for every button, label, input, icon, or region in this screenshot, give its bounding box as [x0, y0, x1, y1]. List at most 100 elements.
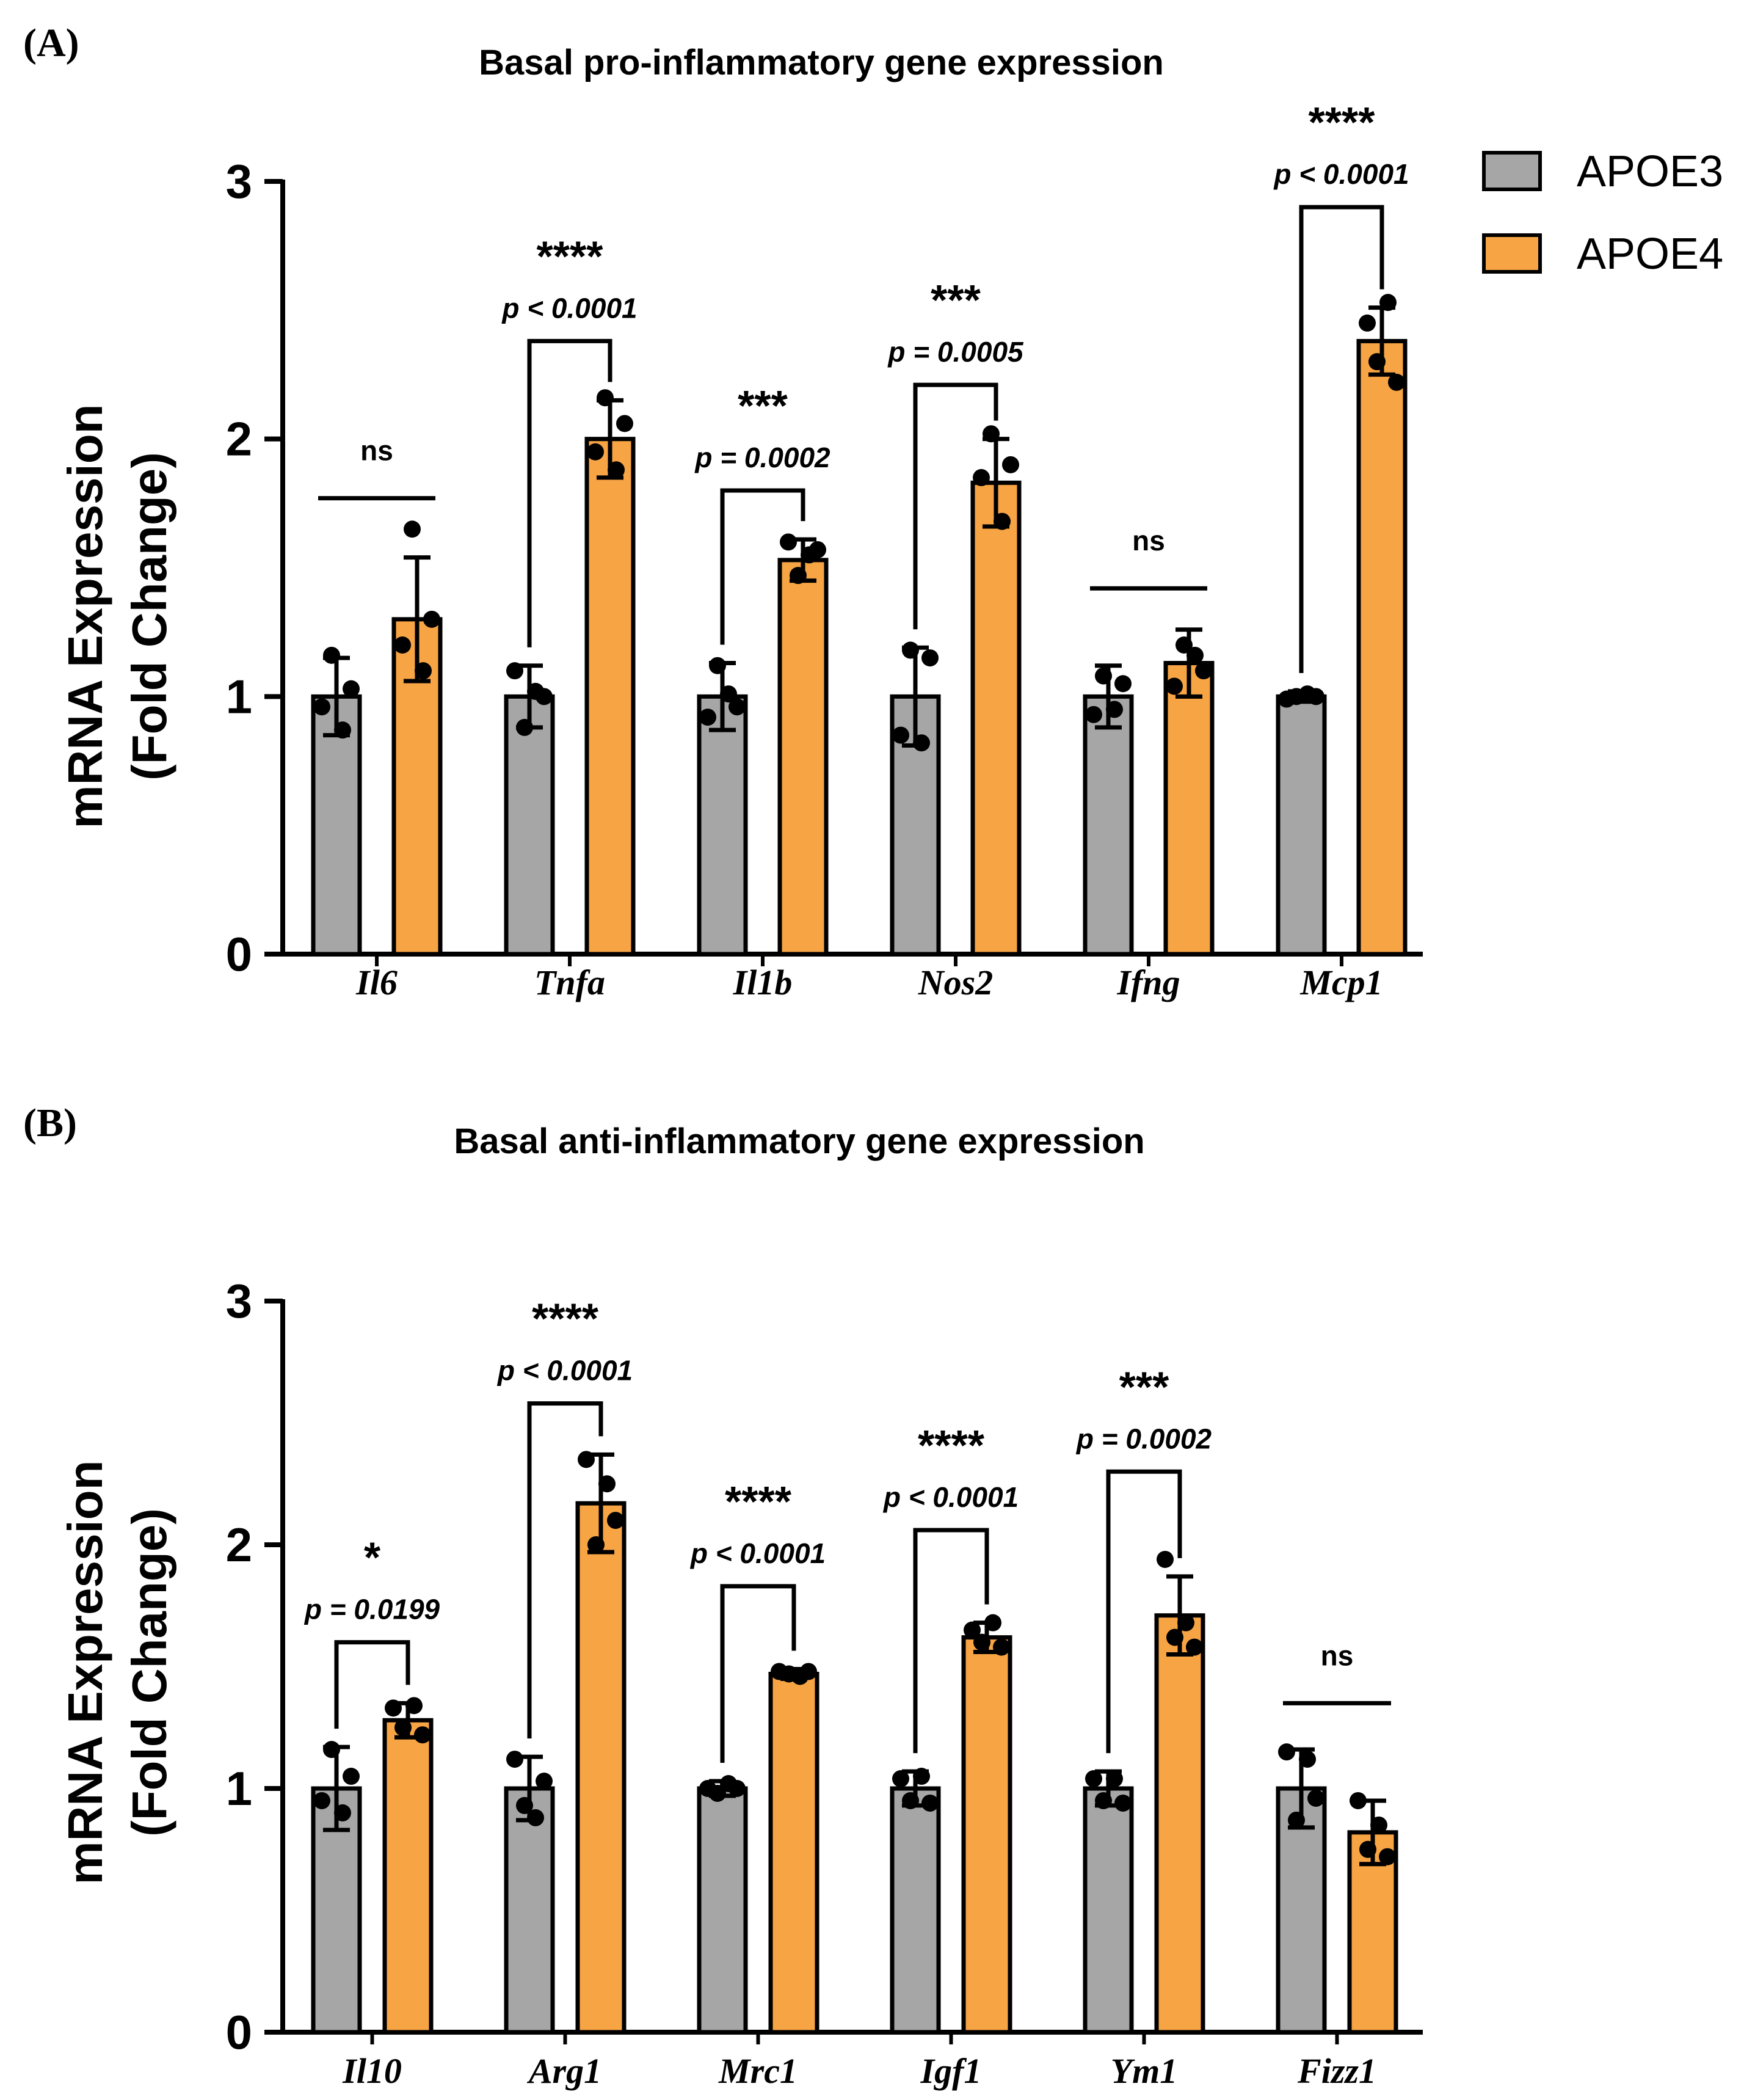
data-point	[527, 1809, 544, 1826]
p-value-label: p = 0.0002	[694, 442, 830, 473]
significance-stars: ****	[918, 1421, 985, 1469]
category-label: Ifng	[1116, 963, 1180, 1002]
data-point	[1299, 1751, 1316, 1768]
data-point	[913, 1768, 930, 1785]
data-point	[536, 688, 553, 705]
bar-apoe4	[575, 1501, 627, 2035]
panel-b-label: (B)	[23, 1101, 77, 1145]
bar-apoe4	[970, 480, 1022, 957]
data-point	[1157, 1550, 1174, 1568]
panel-b-title: Basal anti-inflammatory gene expression	[454, 1121, 1144, 1161]
significance-bracket	[720, 1584, 796, 1763]
data-point	[709, 657, 726, 674]
panel-a-ylabel-line2: (Fold Change)	[122, 452, 176, 781]
category-label: Mrc1	[718, 2051, 798, 2091]
category-label: Ym1	[1111, 2051, 1178, 2091]
bar-apoe4	[768, 1671, 819, 2035]
y-tick-label: 0	[226, 927, 252, 981]
data-point	[536, 1773, 553, 1790]
category-label: Il6	[355, 963, 398, 1002]
legend: APOE3 APOE4	[1482, 147, 1723, 279]
data-point	[994, 512, 1011, 530]
bar-apoe3	[1083, 1786, 1134, 2035]
data-point	[1085, 705, 1102, 723]
data-point	[964, 1621, 981, 1639]
panel-b-ylabel-line2: (Fold Change)	[122, 1508, 176, 1837]
chart-panel-b: 0 1 2 3 Il10 p = 0.0199 * Arg1 p < 0.0001 **** Mrc…	[226, 1274, 1423, 2091]
data-point	[800, 1663, 817, 1680]
category-label: Arg1	[527, 2051, 601, 2091]
data-point	[1278, 1743, 1295, 1761]
data-point	[921, 1794, 939, 1812]
y-tick-label: 3	[226, 1274, 252, 1328]
category-label: Fizz1	[1297, 2051, 1376, 2091]
data-point	[598, 1475, 616, 1493]
data-point	[1095, 1792, 1112, 1809]
p-value-label: p < 0.0001	[689, 1537, 826, 1569]
panel-a-ylabel-line1: mRNA Expression	[58, 404, 112, 829]
p-value-label: p < 0.0001	[1273, 158, 1409, 190]
data-point	[506, 662, 523, 680]
data-point	[323, 1741, 340, 1759]
data-point	[313, 698, 330, 716]
data-point	[973, 468, 990, 486]
data-point	[913, 734, 930, 752]
data-point	[1288, 1811, 1305, 1829]
data-point	[973, 1633, 990, 1651]
panel-b-ylabel-line1: mRNA Expression	[58, 1460, 112, 1885]
data-point	[892, 726, 909, 744]
significance-bracket	[913, 382, 998, 630]
p-value-label: p = 0.0002	[1075, 1423, 1212, 1454]
p-value-label: p < 0.0001	[501, 292, 637, 324]
bar-apoe4	[1163, 661, 1215, 957]
significance-bracket	[1106, 1469, 1182, 1754]
data-point	[1370, 1816, 1387, 1834]
data-point	[394, 636, 411, 654]
bar-apoe3	[697, 1786, 748, 2035]
data-point	[587, 443, 604, 461]
data-point	[699, 709, 716, 726]
data-point	[516, 1796, 533, 1814]
significance-bracket	[913, 1528, 989, 1754]
data-point	[414, 1726, 431, 1744]
bar-apoe3	[1083, 694, 1134, 957]
significance-stars: ***	[738, 382, 788, 429]
data-point	[405, 1697, 423, 1715]
significance-bracket	[527, 1401, 603, 1739]
ns-label: ns	[1321, 1639, 1354, 1671]
p-value-label: p < 0.0001	[496, 1355, 633, 1387]
significance-bracket	[527, 338, 612, 647]
category-label: Il10	[342, 2051, 402, 2091]
data-point	[385, 1699, 402, 1717]
data-point	[921, 649, 939, 667]
data-point	[1379, 1848, 1396, 1865]
panel-a-label: (A)	[23, 21, 79, 65]
data-point	[323, 646, 340, 664]
data-point	[1195, 662, 1212, 680]
category-label: Il1b	[733, 963, 793, 1002]
significance-stars: ****	[725, 1478, 792, 1525]
category-label: Mcp1	[1299, 963, 1383, 1002]
bar-apoe3	[697, 694, 748, 957]
data-point	[984, 1614, 1001, 1632]
data-point	[506, 1751, 523, 1768]
legend-label-apoe4: APOE4	[1577, 230, 1723, 279]
data-point	[1186, 1638, 1203, 1656]
data-point	[809, 541, 826, 558]
data-point	[1350, 1792, 1367, 1809]
bar-apoe3	[890, 1786, 941, 2035]
data-point	[313, 1792, 330, 1809]
data-point	[993, 1638, 1010, 1656]
data-point	[1175, 636, 1193, 654]
bar-apoe4	[961, 1635, 1012, 2035]
y-tick-label: 2	[226, 412, 252, 466]
data-point	[1002, 456, 1019, 473]
category-label: Tnfa	[534, 963, 605, 1002]
data-point	[1085, 1770, 1102, 1788]
data-point	[729, 698, 746, 716]
bar-apoe4	[382, 1718, 434, 2035]
data-point	[902, 641, 919, 659]
category-label: Nos2	[918, 963, 993, 1002]
significance-bracket	[720, 488, 805, 645]
